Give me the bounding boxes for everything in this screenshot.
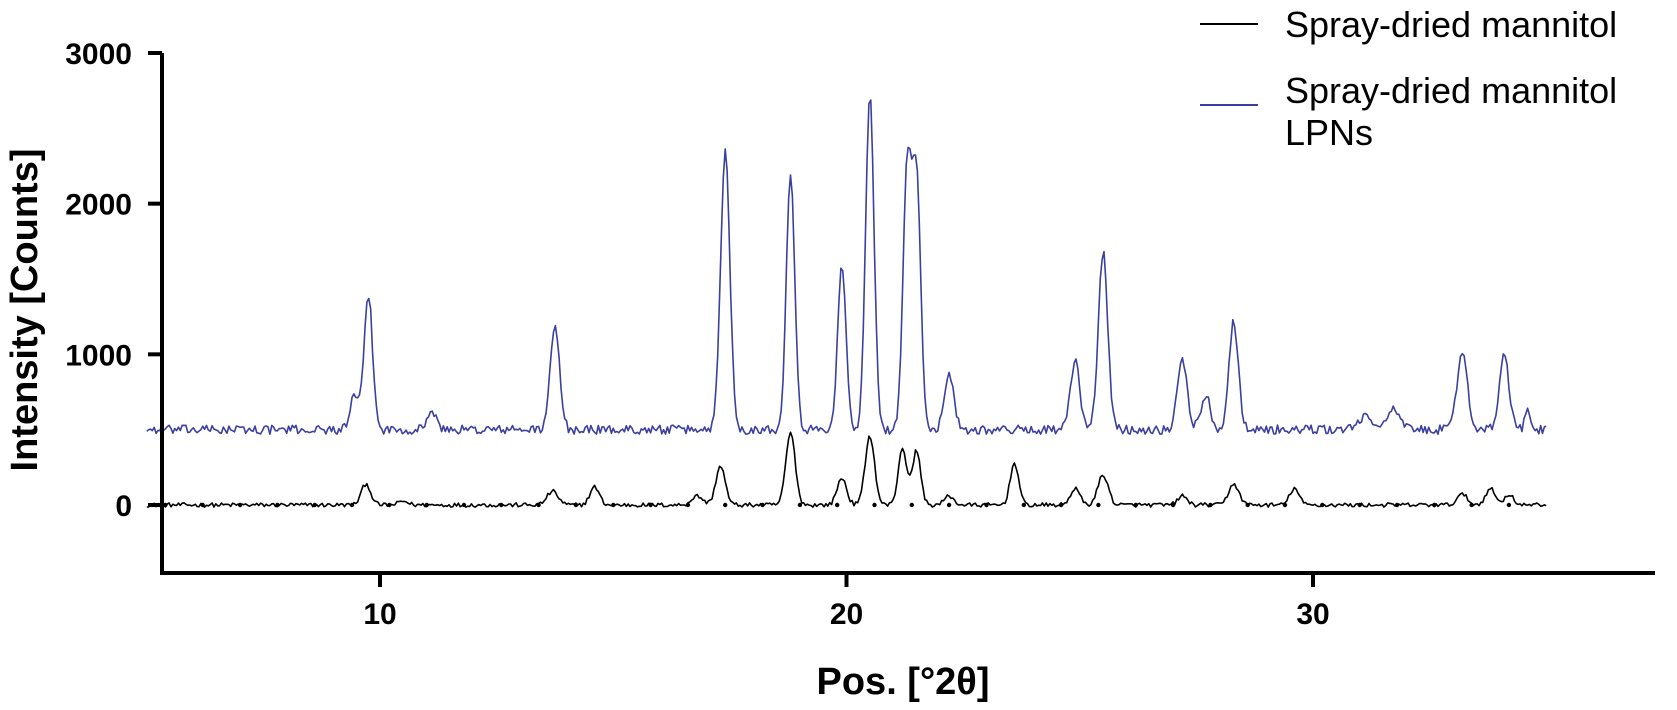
legend-label-series-2: Spray-dried mannitol LPNs <box>1285 70 1617 153</box>
y-tick-label: 1000 <box>65 339 132 372</box>
y-tick-label: 0 <box>115 490 132 523</box>
zero-line-dot <box>835 502 840 508</box>
x-axis-title: Pos. [°2θ] <box>817 661 990 703</box>
ticks: 10 20 30 0 1000 2000 3000 <box>65 38 1329 631</box>
y-axis-title: Intensity [Counts] <box>4 149 46 472</box>
zero-line-dot <box>723 502 728 508</box>
series-line-1 <box>146 431 1547 508</box>
series-layer <box>146 99 1547 508</box>
x-tick-label: 30 <box>1296 598 1329 631</box>
x-tick-label: 10 <box>363 598 396 631</box>
zero-line-dot <box>872 502 877 508</box>
y-tick-label: 2000 <box>65 189 132 222</box>
legend: Spray-dried mannitol Spray-dried mannito… <box>1200 4 1617 153</box>
y-tick-label: 3000 <box>65 38 132 71</box>
zero-line-dot <box>797 502 803 508</box>
x-tick-label: 20 <box>830 598 863 631</box>
zero-line-dot <box>1096 502 1101 508</box>
series-line-2 <box>146 99 1547 435</box>
legend-label-series-1: Spray-dried mannitol <box>1285 4 1617 45</box>
zero-line-dot <box>1021 502 1026 508</box>
zero-line-dot <box>946 502 952 508</box>
axes <box>160 53 1655 575</box>
zero-line-dot <box>1506 502 1512 508</box>
zero-line-dot <box>909 502 914 508</box>
